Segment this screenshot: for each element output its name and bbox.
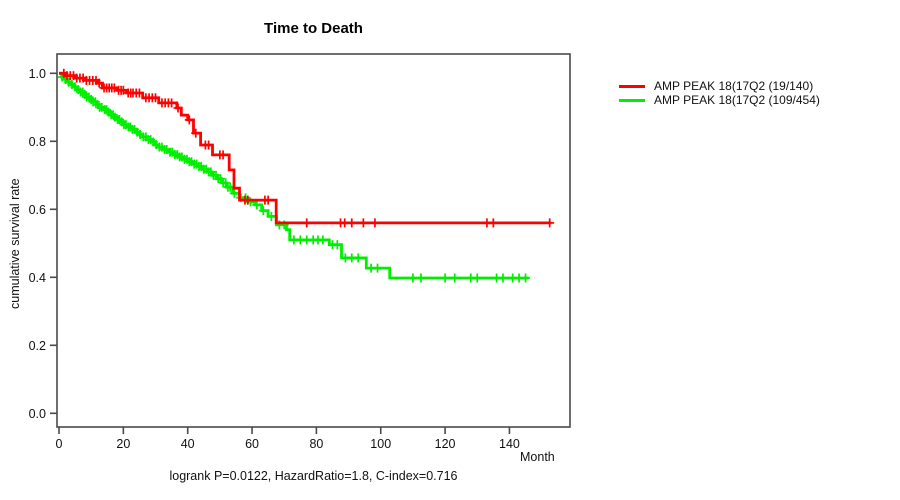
legend-item-group2: AMP PEAK 18(17Q2 (109/454)	[619, 93, 820, 107]
legend-line-green	[619, 98, 645, 102]
censor-marks-green	[57, 72, 531, 283]
x-tick-label: 120	[435, 437, 456, 451]
x-tick-label: 40	[181, 437, 195, 451]
legend-label-group2: AMP PEAK 18(17Q2 (109/454)	[654, 93, 820, 107]
x-tick-label: 100	[370, 437, 391, 451]
stats-annotation: logrank P=0.0122, HazardRatio=1.8, C-ind…	[169, 469, 458, 483]
x-tick-label: 140	[499, 437, 520, 451]
x-tick-label: 80	[309, 437, 323, 451]
y-tick-label: 0.0	[29, 407, 46, 421]
legend-label-group1: AMP PEAK 18(17Q2 (19/140)	[654, 79, 814, 93]
y-tick-label: 1.0	[29, 67, 46, 81]
x-tick-label: 0	[56, 437, 63, 451]
legend-line-red	[619, 84, 645, 88]
x-tick-label: 20	[116, 437, 130, 451]
plot-box	[56, 53, 571, 428]
y-tick-label: 0.8	[29, 135, 46, 149]
y-tick-label: 0.4	[29, 271, 46, 285]
chart-title: Time to Death	[264, 20, 363, 37]
y-tick-label: 0.2	[29, 339, 46, 353]
x-axis-ticks: 0 20 40 60 80 100 120 140	[56, 427, 520, 451]
x-axis-label: Month	[520, 450, 555, 464]
legend-item-group1: AMP PEAK 18(17Q2 (19/140)	[619, 79, 820, 93]
x-tick-label: 60	[245, 437, 259, 451]
censor-marks-red	[59, 68, 555, 228]
y-axis-label: cumulative survival rate	[8, 178, 22, 309]
survival-curve-green	[59, 71, 529, 280]
y-tick-label: 0.6	[29, 203, 46, 217]
legend: AMP PEAK 18(17Q2 (19/140) AMP PEAK 18(17…	[619, 79, 820, 107]
y-axis-ticks: 0.0 0.2 0.4 0.6 0.8 1.0	[29, 67, 57, 421]
